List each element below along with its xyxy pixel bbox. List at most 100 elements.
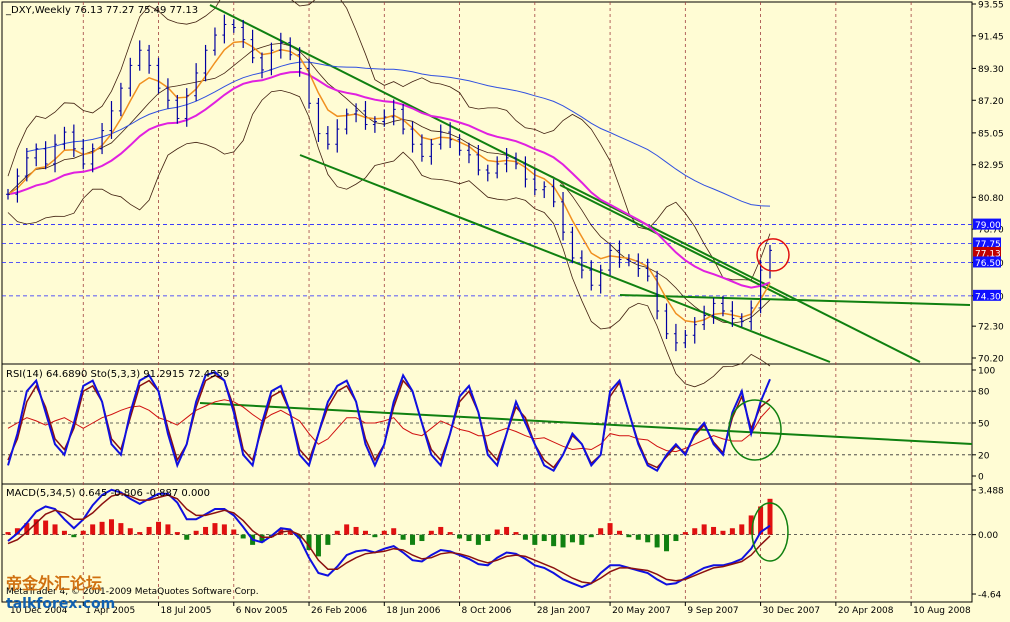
macd-histogram-bar xyxy=(664,534,670,552)
y-tick-label: 3.488 xyxy=(978,487,1004,497)
macd-histogram-bar xyxy=(410,534,416,545)
macd-histogram-bar xyxy=(588,534,594,538)
y-tick-label: 82.95 xyxy=(978,161,1004,171)
macd-histogram-bar xyxy=(485,534,491,542)
ema-mid-line xyxy=(7,40,771,323)
macd-histogram-bar xyxy=(306,534,312,550)
macd-histogram-bar xyxy=(146,526,152,535)
macd-histogram-bar xyxy=(61,530,67,535)
macd-histogram-bar xyxy=(673,534,679,542)
trend-line xyxy=(559,184,791,301)
macd-histogram-bar xyxy=(381,530,387,535)
macd-line xyxy=(7,488,771,589)
macd-histogram-bar xyxy=(118,523,124,535)
macd-histogram-bar xyxy=(137,532,143,535)
macd-histogram-bar xyxy=(212,523,218,535)
macd-histogram-bar xyxy=(419,534,425,542)
macd-histogram-bar xyxy=(287,530,293,535)
trend-line xyxy=(619,294,971,306)
macd-histogram-bar xyxy=(447,532,453,535)
ema-long-line xyxy=(26,61,771,207)
macd-panel-title: MACD(5,34,5) 0.645 -0.806 -0.887 0.000 xyxy=(6,488,210,499)
macd-histogram-bar xyxy=(513,532,519,535)
y-tick-label: 89.30 xyxy=(978,65,1004,75)
price-label-box xyxy=(973,246,1001,258)
macd-histogram-bar xyxy=(635,534,641,540)
macd-histogram-bar xyxy=(71,534,77,538)
y-tick-label: 85.05 xyxy=(978,129,1004,139)
price-label-box xyxy=(973,237,1001,249)
macd-histogram-bar xyxy=(579,534,585,545)
x-tick-label: 8 Oct 2006 xyxy=(462,606,512,616)
y-tick-label: -4.64 xyxy=(978,591,1002,601)
macd-histogram-bar xyxy=(52,524,58,535)
macd-histogram-bar xyxy=(720,530,726,535)
y-tick-label: 80.80 xyxy=(978,194,1004,204)
y-tick-label: 50 xyxy=(978,420,990,430)
x-tick-label: 20 Apr 2008 xyxy=(838,606,894,616)
x-tick-label: 20 May 2007 xyxy=(612,606,671,616)
macd-histogram-bar xyxy=(325,534,331,545)
x-tick-label: 26 Feb 2006 xyxy=(311,606,367,616)
macd-histogram-bar xyxy=(767,498,773,535)
macd-histogram-bar xyxy=(607,523,613,535)
macd-histogram-bar xyxy=(522,534,528,540)
plot-border xyxy=(1,1,973,603)
macd-histogram-bar xyxy=(259,534,265,543)
macd-histogram-bar xyxy=(156,521,162,535)
x-tick-label: 18 Jul 2005 xyxy=(161,606,212,616)
stoch-main-line xyxy=(7,370,771,473)
macd-histogram-bar xyxy=(14,528,20,535)
rsi-highlight-ellipse xyxy=(728,399,782,461)
bollinger-upper-line xyxy=(7,0,771,281)
macd-histogram-bar xyxy=(729,528,735,535)
y-tick-label: 0.00 xyxy=(978,531,998,541)
macd-histogram-bar xyxy=(362,530,368,535)
y-tick-label: 0 xyxy=(978,473,984,483)
macd-histogram-bar xyxy=(33,519,39,535)
macd-histogram-bar xyxy=(466,534,472,542)
macd-histogram-bar xyxy=(654,534,660,548)
macd-histogram-bar xyxy=(43,520,49,535)
macd-histogram-bar xyxy=(108,519,114,535)
trend-line xyxy=(209,4,921,363)
macd-histogram-bar xyxy=(372,534,378,538)
macd-histogram-bar xyxy=(701,524,707,535)
macd-histogram-bar xyxy=(184,534,190,540)
bollinger-middle-line xyxy=(7,42,771,324)
x-tick-label: 28 Jan 2007 xyxy=(537,606,591,616)
macd-histogram-bar xyxy=(174,532,180,535)
macd-histogram-bar xyxy=(457,534,463,539)
macd-histogram-bar xyxy=(193,530,199,535)
macd-histogram-bar xyxy=(165,524,171,535)
watermark-chinese: 帝金外汇论坛 xyxy=(6,574,103,593)
macd-histogram-bar xyxy=(438,526,444,535)
macd-histogram-bar xyxy=(391,528,397,535)
macd-histogram-bar xyxy=(569,534,575,543)
macd-histogram-bar xyxy=(315,534,321,557)
price-label: 77.75 xyxy=(975,240,1001,250)
price-label: 76.50 xyxy=(975,259,1001,269)
y-tick-label: 70.20 xyxy=(978,355,1004,365)
price-panel-title: _DXY,Weekly 76.13 77.27 75.49 77.13 xyxy=(5,5,198,16)
macd-histogram-bar xyxy=(240,534,246,539)
ema-slow-line xyxy=(7,70,771,289)
highlight-circle xyxy=(756,238,790,272)
price-label: 79.00 xyxy=(975,221,1001,231)
y-tick-label: 87.20 xyxy=(978,97,1004,107)
y-tick-label: 100 xyxy=(978,367,995,377)
price-label: 74.30 xyxy=(975,292,1001,302)
x-tick-label: 30 Dec 2007 xyxy=(763,606,821,616)
y-tick-label: 20 xyxy=(978,451,990,461)
macd-histogram-bar xyxy=(739,524,745,535)
macd-histogram-bar xyxy=(758,506,764,535)
macd-histogram-bar xyxy=(400,534,406,540)
copyright-text: MetaTrader 4, © 2001-2009 MetaQuotes Sof… xyxy=(6,587,259,597)
macd-histogram-bar xyxy=(541,534,547,542)
bollinger-lower-line xyxy=(7,89,771,388)
macd-histogram-bar xyxy=(711,526,717,535)
macd-histogram-bar xyxy=(353,526,359,535)
macd-histogram-bar xyxy=(532,534,538,545)
